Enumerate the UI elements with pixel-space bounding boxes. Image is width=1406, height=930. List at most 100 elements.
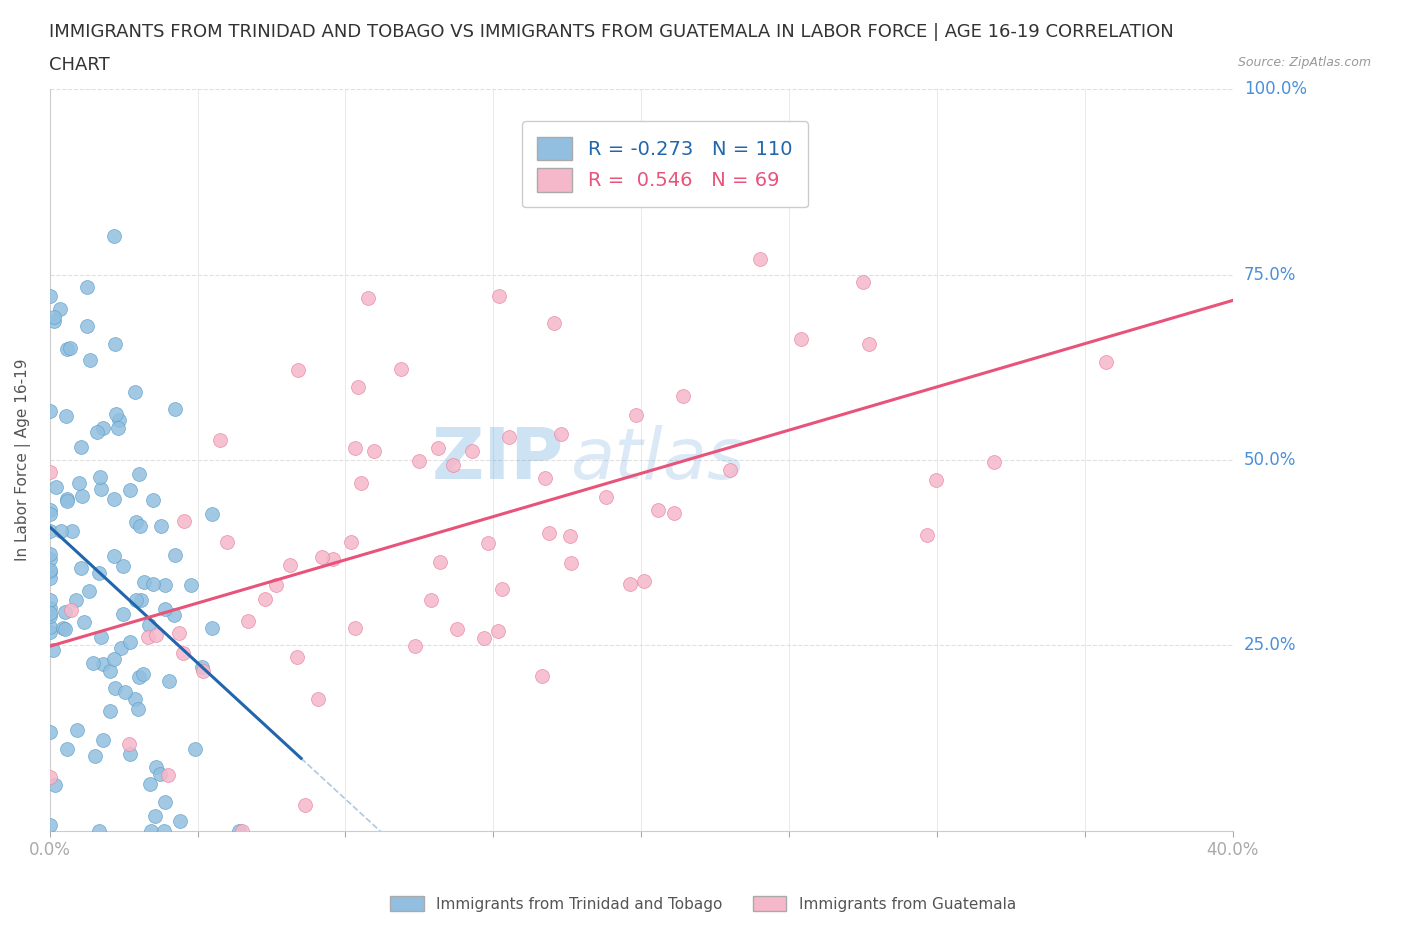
Point [238, 614, 260, 629]
Point [60, 603, 83, 618]
Point [103, 652, 125, 667]
Point [38, 502, 60, 517]
Point [343, 441, 366, 456]
Point [38, 506, 60, 521]
Point [208, 432, 231, 447]
Point [145, 628, 167, 643]
Point [184, 742, 207, 757]
Point [718, 463, 741, 478]
Point [530, 669, 553, 684]
Point [55, 622, 77, 637]
Point [38, 547, 60, 562]
Point [89, 470, 111, 485]
Point [132, 667, 155, 682]
Point [543, 315, 565, 330]
Point [287, 363, 309, 378]
Point [77, 583, 100, 598]
Point [537, 525, 560, 540]
Point [191, 663, 214, 678]
Point [76, 280, 98, 295]
Point [163, 547, 186, 562]
Point [89, 823, 111, 838]
Point [93, 657, 115, 671]
Point [472, 631, 495, 645]
Point [49, 524, 72, 538]
Point [55, 741, 77, 756]
Point [103, 549, 125, 564]
Point [69, 561, 91, 576]
Point [138, 777, 160, 791]
Point [38, 524, 60, 538]
Point [107, 413, 129, 428]
Point [915, 527, 938, 542]
Point [550, 427, 572, 442]
Point [44, 778, 66, 793]
Point [114, 684, 136, 699]
Point [461, 444, 484, 458]
Point [163, 401, 186, 416]
Point [347, 379, 370, 394]
Point [70, 489, 93, 504]
Point [789, 332, 811, 347]
Point [254, 591, 277, 606]
Point [55, 492, 77, 507]
Point [139, 823, 162, 838]
Point [107, 421, 129, 436]
Point [38, 606, 60, 621]
Point [167, 625, 190, 640]
Point [90, 630, 112, 644]
Point [138, 618, 160, 632]
Point [38, 769, 60, 784]
Point [155, 578, 177, 592]
Point [129, 519, 152, 534]
Point [98, 664, 121, 679]
Point [350, 476, 373, 491]
Point [153, 794, 176, 809]
Point [49, 302, 72, 317]
Point [266, 578, 288, 592]
Point [152, 823, 174, 838]
Point [104, 337, 127, 352]
Point [851, 274, 873, 289]
Point [311, 550, 333, 565]
Point [172, 646, 194, 661]
Point [60, 524, 83, 538]
Point [38, 600, 60, 615]
Point [127, 701, 149, 716]
Point [142, 577, 165, 591]
Point [558, 529, 581, 544]
Point [55, 408, 77, 423]
Point [191, 659, 214, 674]
Point [231, 823, 253, 838]
Point [38, 562, 60, 577]
Point [118, 482, 141, 497]
Point [858, 336, 880, 351]
Point [38, 288, 60, 303]
Point [38, 608, 60, 623]
Point [67, 476, 90, 491]
Point [488, 288, 510, 303]
Point [533, 471, 555, 485]
Point [112, 559, 135, 574]
Point [124, 692, 146, 707]
Point [38, 571, 60, 586]
Point [201, 506, 224, 521]
Point [429, 554, 451, 569]
Point [66, 723, 89, 737]
Point [647, 503, 669, 518]
Point [136, 630, 159, 644]
Point [322, 551, 344, 566]
Point [143, 808, 166, 823]
Point [128, 669, 150, 684]
Point [65, 593, 87, 608]
Point [118, 634, 141, 649]
Point [748, 251, 770, 266]
Point [55, 494, 77, 509]
Point [86, 424, 108, 439]
Point [624, 408, 647, 423]
Point [427, 441, 450, 456]
Point [156, 767, 179, 782]
Point [103, 491, 125, 506]
Point [44, 309, 66, 324]
Point [104, 681, 127, 696]
